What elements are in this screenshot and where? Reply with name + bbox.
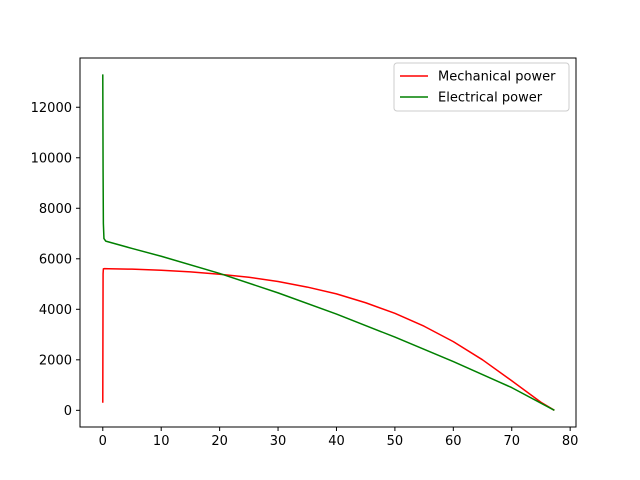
x-tick-label: 10 xyxy=(153,434,170,449)
series-layer xyxy=(102,74,555,411)
x-tick-label: 50 xyxy=(387,434,404,449)
y-tick-label: 6000 xyxy=(39,252,72,267)
x-tick-label: 20 xyxy=(211,434,228,449)
y-tick-label: 4000 xyxy=(39,303,72,318)
legend-label-mechanical-power: Mechanical power xyxy=(438,70,556,85)
y-tick-label: 12000 xyxy=(31,101,72,116)
x-tick-label: 70 xyxy=(503,434,520,449)
y-axis: 0 2000 4000 6000 8000 10000 12000 xyxy=(31,101,80,419)
plot-frame xyxy=(79,57,577,428)
x-tick-label: 40 xyxy=(328,434,345,449)
x-tick-label: 30 xyxy=(270,434,287,449)
y-tick-label: 0 xyxy=(64,404,72,419)
x-tick-label: 80 xyxy=(562,434,579,449)
y-tick-label: 8000 xyxy=(39,202,72,217)
legend-label-electrical-power: Electrical power xyxy=(438,91,543,106)
x-tick-label: 0 xyxy=(99,434,107,449)
y-tick-label: 10000 xyxy=(31,151,72,166)
y-tick-label: 2000 xyxy=(39,353,72,368)
x-tick-label: 60 xyxy=(445,434,462,449)
x-axis: 0 10 20 30 40 50 60 70 80 xyxy=(99,427,579,449)
legend: Mechanical power Electrical power xyxy=(393,62,570,112)
legend-box xyxy=(393,62,570,112)
series-line-mechanical-power xyxy=(102,267,555,411)
series-line-electrical-power xyxy=(102,74,555,411)
